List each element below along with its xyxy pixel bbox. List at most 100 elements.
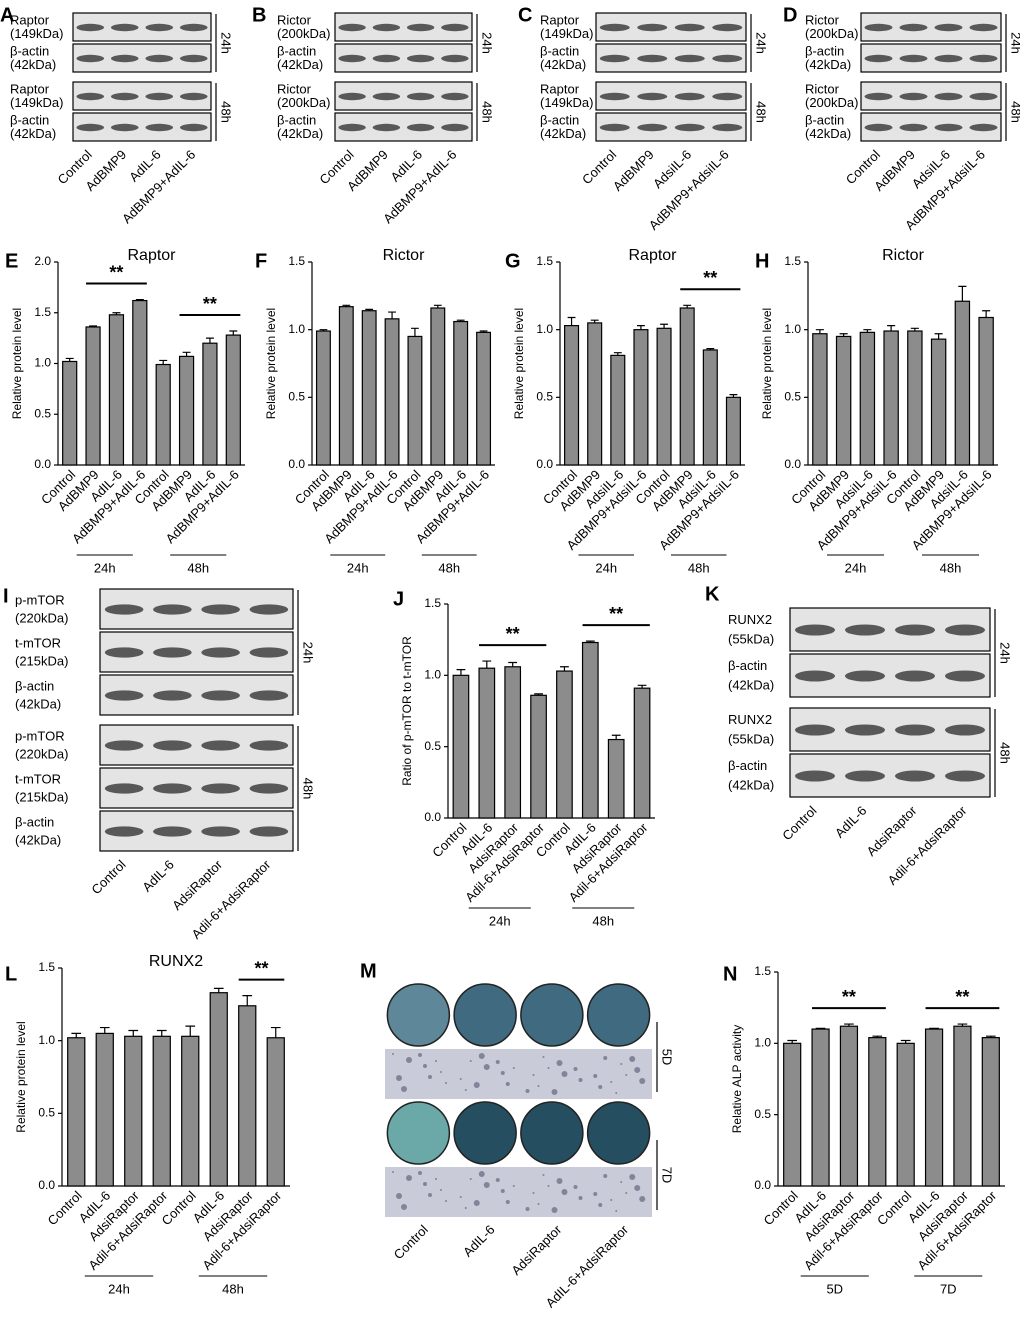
micro-speck: [459, 1196, 462, 1198]
panel-letter: G: [505, 250, 521, 272]
error-bar: [388, 311, 396, 319]
micro-speck: [542, 1174, 545, 1176]
micro-speck: [547, 1185, 550, 1187]
panel-letter: F: [255, 250, 267, 272]
blot-band: [599, 92, 630, 101]
y-tick-label: 1.0: [38, 1033, 55, 1047]
protein-name: β-actin: [15, 814, 54, 829]
protein-size: (149kDa): [10, 95, 63, 110]
blot-band: [899, 92, 928, 101]
y-tick-label: 2.0: [34, 254, 51, 268]
micro-speck: [615, 1092, 618, 1094]
error-bar: [611, 734, 621, 740]
error-bar: [319, 329, 328, 332]
blot-band: [441, 54, 469, 63]
blot-band: [145, 54, 174, 63]
blot-band: [249, 647, 289, 658]
micro-speck: [556, 1060, 563, 1066]
blot-band: [145, 23, 174, 32]
significance-label: **: [109, 262, 123, 282]
y-tick-label: 1.0: [784, 322, 801, 336]
blot-band: [637, 54, 668, 63]
blot-band: [599, 23, 630, 32]
bar: [896, 1042, 915, 1187]
y-axis-label: Relative protein level: [10, 308, 24, 419]
protein-size: (200kDa): [805, 95, 858, 110]
micro-speck: [603, 1174, 608, 1178]
plate-well: [586, 983, 651, 1047]
time-label: 48h: [998, 742, 1013, 764]
micro-speck: [505, 1082, 510, 1086]
micro-speck: [598, 1203, 603, 1207]
plate-well: [520, 1101, 584, 1165]
bar: [504, 666, 522, 819]
error-bar: [900, 1039, 911, 1044]
micro-speck: [615, 1210, 618, 1212]
error-bar: [567, 316, 576, 326]
bar: [108, 314, 125, 466]
micro-speck: [478, 1171, 485, 1177]
protein-size: (200kDa): [805, 26, 858, 41]
protein-name: Raptor: [10, 82, 50, 97]
error-bar: [613, 352, 622, 356]
bar: [155, 363, 171, 466]
error-bar: [887, 325, 896, 332]
lane-label: AdIL-6: [460, 1222, 498, 1260]
blot-band: [795, 670, 835, 682]
micro-speck: [542, 1056, 545, 1058]
micro-speck: [537, 1085, 540, 1087]
bar: [924, 1028, 944, 1187]
time-label: 24h: [301, 642, 316, 664]
y-axis-label: Relative protein level: [512, 308, 526, 419]
bar: [859, 331, 876, 466]
micro-speck: [418, 1171, 422, 1175]
protein-name: p-mTOR: [15, 728, 65, 743]
micro-speck: [406, 1057, 412, 1063]
bar: [361, 310, 377, 466]
bar: [478, 667, 496, 819]
micro-speck: [483, 1064, 490, 1070]
bar: [132, 299, 148, 466]
blot-band: [934, 123, 963, 132]
micro-speck: [459, 1078, 462, 1080]
blot-band: [795, 624, 835, 636]
panel-letter: I: [3, 585, 9, 607]
chart-title: Raptor: [127, 247, 176, 264]
micro-speck: [423, 1064, 427, 1068]
blot-band: [845, 724, 885, 736]
blot-band: [795, 770, 835, 782]
blot-band: [110, 92, 139, 101]
bar: [384, 318, 400, 466]
bar: [67, 1037, 86, 1187]
protein-name: β-actin: [728, 758, 767, 773]
micro-speck: [401, 1086, 407, 1092]
micro-speck: [469, 1178, 472, 1180]
y-tick-label: 1.0: [536, 322, 553, 336]
protein-name: Rictor: [277, 13, 312, 28]
time-label: 48h: [301, 778, 316, 800]
plate-well: [586, 1101, 651, 1165]
group-label: 24h: [845, 560, 867, 575]
blot-band: [864, 23, 893, 32]
protein-name: β-actin: [728, 658, 767, 673]
blot-band: [674, 92, 705, 101]
bar: [839, 1025, 859, 1187]
error-bar: [205, 337, 214, 344]
error-bar: [585, 640, 595, 643]
group-label: 24h: [108, 1281, 130, 1296]
micro-speck: [547, 1067, 550, 1069]
bar: [430, 307, 446, 466]
error-bar: [71, 1032, 82, 1038]
bar: [656, 327, 672, 466]
error-bar: [456, 319, 465, 322]
error-bar: [479, 330, 488, 333]
blot-band: [76, 123, 105, 132]
micro-speck: [551, 1089, 558, 1095]
blot-band: [153, 647, 192, 658]
y-tick-label: 0.0: [424, 810, 441, 824]
protein-name: Raptor: [540, 13, 580, 28]
protein-size: (55kDa): [728, 732, 774, 747]
panel-letter: L: [5, 963, 17, 985]
blot-band: [712, 92, 743, 101]
micro-speck: [440, 1071, 442, 1073]
